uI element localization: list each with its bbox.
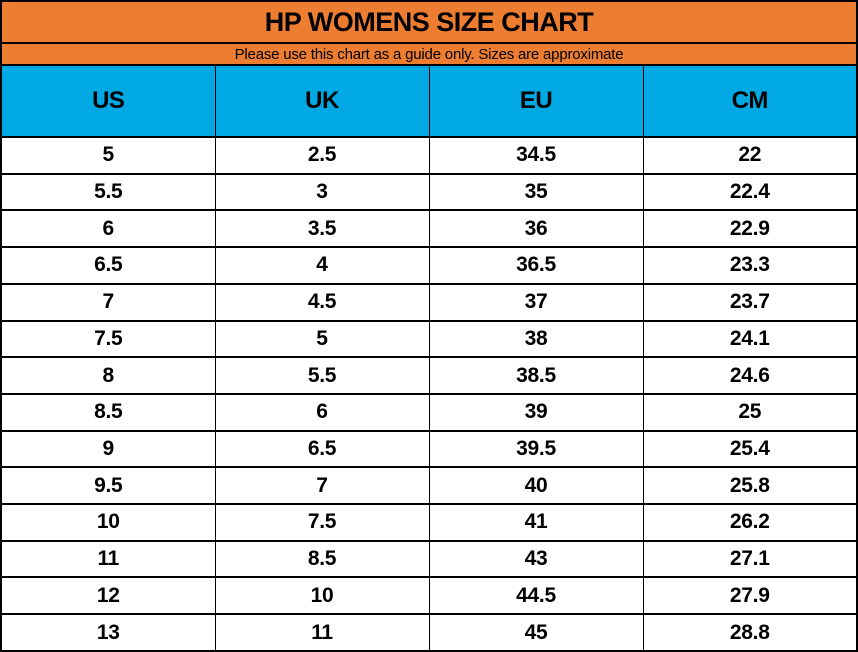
table-cell-cm: 22.4 <box>642 172 858 212</box>
subtitle-row: Please use this chart as a guide only. S… <box>0 42 858 66</box>
table-cell-uk: 11 <box>214 613 430 652</box>
column-header-us: US <box>0 64 216 138</box>
table-cell-eu: 34.5 <box>428 136 644 175</box>
table-cell-uk: 5.5 <box>214 356 430 395</box>
column-header-cm: CM <box>642 64 858 138</box>
table-cell-us: 7 <box>0 282 216 322</box>
table-cell-us: 6 <box>0 209 216 249</box>
table-cell-us: 13 <box>0 613 216 652</box>
table-cell-cm: 25.4 <box>642 429 858 469</box>
table-cell-uk: 4.5 <box>214 282 430 322</box>
table-cell-us: 9 <box>0 429 216 469</box>
table-cell-us: 5.5 <box>0 172 216 212</box>
table-cell-us: 9.5 <box>0 466 216 506</box>
table-cell-cm: 25.8 <box>642 466 858 506</box>
table-row: 10 7.5 41 26.2 <box>0 503 858 542</box>
size-chart-header: HP WOMENS SIZE CHART Please use this cha… <box>0 0 858 138</box>
table-cell-us: 6.5 <box>0 246 216 285</box>
table-cell-eu: 35 <box>428 172 644 212</box>
table-cell-eu: 44.5 <box>428 576 644 616</box>
table-row: 8.5 6 39 25 <box>0 392 858 432</box>
table-cell-eu: 39 <box>428 392 644 432</box>
table-row: 6 3.5 36 22.9 <box>0 209 858 249</box>
table-row: 9.5 7 40 25.8 <box>0 466 858 506</box>
title-row: HP WOMENS SIZE CHART <box>0 0 858 44</box>
table-cell-eu: 41 <box>428 503 644 542</box>
table-row: 5 2.5 34.5 22 <box>0 136 858 175</box>
table-row: 8 5.5 38.5 24.6 <box>0 356 858 395</box>
table-cell-cm: 22.9 <box>642 209 858 249</box>
table-cell-uk: 2.5 <box>214 136 430 175</box>
table-cell-cm: 23.7 <box>642 282 858 322</box>
table-row: 6.5 4 36.5 23.3 <box>0 246 858 285</box>
table-cell-uk: 3.5 <box>214 209 430 249</box>
table-row: 9 6.5 39.5 25.4 <box>0 429 858 469</box>
table-cell-eu: 36 <box>428 209 644 249</box>
table-cell-cm: 25 <box>642 392 858 432</box>
table-cell-cm: 28.8 <box>642 613 858 652</box>
table-cell-cm: 24.1 <box>642 319 858 359</box>
chart-title: HP WOMENS SIZE CHART <box>0 0 858 44</box>
table-cell-us: 10 <box>0 503 216 542</box>
table-cell-cm: 22 <box>642 136 858 175</box>
column-header-row: US UK EU CM <box>0 64 858 138</box>
table-cell-eu: 45 <box>428 613 644 652</box>
table-cell-uk: 10 <box>214 576 430 616</box>
table-cell-eu: 36.5 <box>428 246 644 285</box>
table-cell-uk: 8.5 <box>214 539 430 579</box>
table-cell-us: 12 <box>0 576 216 616</box>
table-cell-uk: 6.5 <box>214 429 430 469</box>
chart-subtitle: Please use this chart as a guide only. S… <box>0 42 858 66</box>
table-cell-eu: 39.5 <box>428 429 644 469</box>
table-cell-cm: 27.1 <box>642 539 858 579</box>
table-cell-us: 8.5 <box>0 392 216 432</box>
table-cell-cm: 26.2 <box>642 503 858 542</box>
table-cell-uk: 3 <box>214 172 430 212</box>
column-header-eu: EU <box>428 64 644 138</box>
table-cell-uk: 7 <box>214 466 430 506</box>
table-cell-us: 11 <box>0 539 216 579</box>
table-row: 12 10 44.5 27.9 <box>0 576 858 616</box>
table-row: 11 8.5 43 27.1 <box>0 539 858 579</box>
table-row: 7.5 5 38 24.1 <box>0 319 858 359</box>
table-cell-us: 5 <box>0 136 216 175</box>
table-cell-us: 7.5 <box>0 319 216 359</box>
table-cell-cm: 23.3 <box>642 246 858 285</box>
table-row: 13 11 45 28.8 <box>0 613 858 652</box>
table-cell-eu: 43 <box>428 539 644 579</box>
table-cell-cm: 24.6 <box>642 356 858 395</box>
table-body: 5 2.5 34.5 22 5.5 3 35 22.4 6 3.5 36 22.… <box>0 136 858 652</box>
table-cell-eu: 37 <box>428 282 644 322</box>
column-header-uk: UK <box>214 64 430 138</box>
table-cell-eu: 38.5 <box>428 356 644 395</box>
table-cell-uk: 7.5 <box>214 503 430 542</box>
table-cell-eu: 40 <box>428 466 644 506</box>
table-cell-eu: 38 <box>428 319 644 359</box>
table-cell-cm: 27.9 <box>642 576 858 616</box>
table-row: 5.5 3 35 22.4 <box>0 172 858 212</box>
table-cell-uk: 4 <box>214 246 430 285</box>
table-row: 7 4.5 37 23.7 <box>0 282 858 322</box>
table-cell-us: 8 <box>0 356 216 395</box>
table-cell-uk: 6 <box>214 392 430 432</box>
table-cell-uk: 5 <box>214 319 430 359</box>
